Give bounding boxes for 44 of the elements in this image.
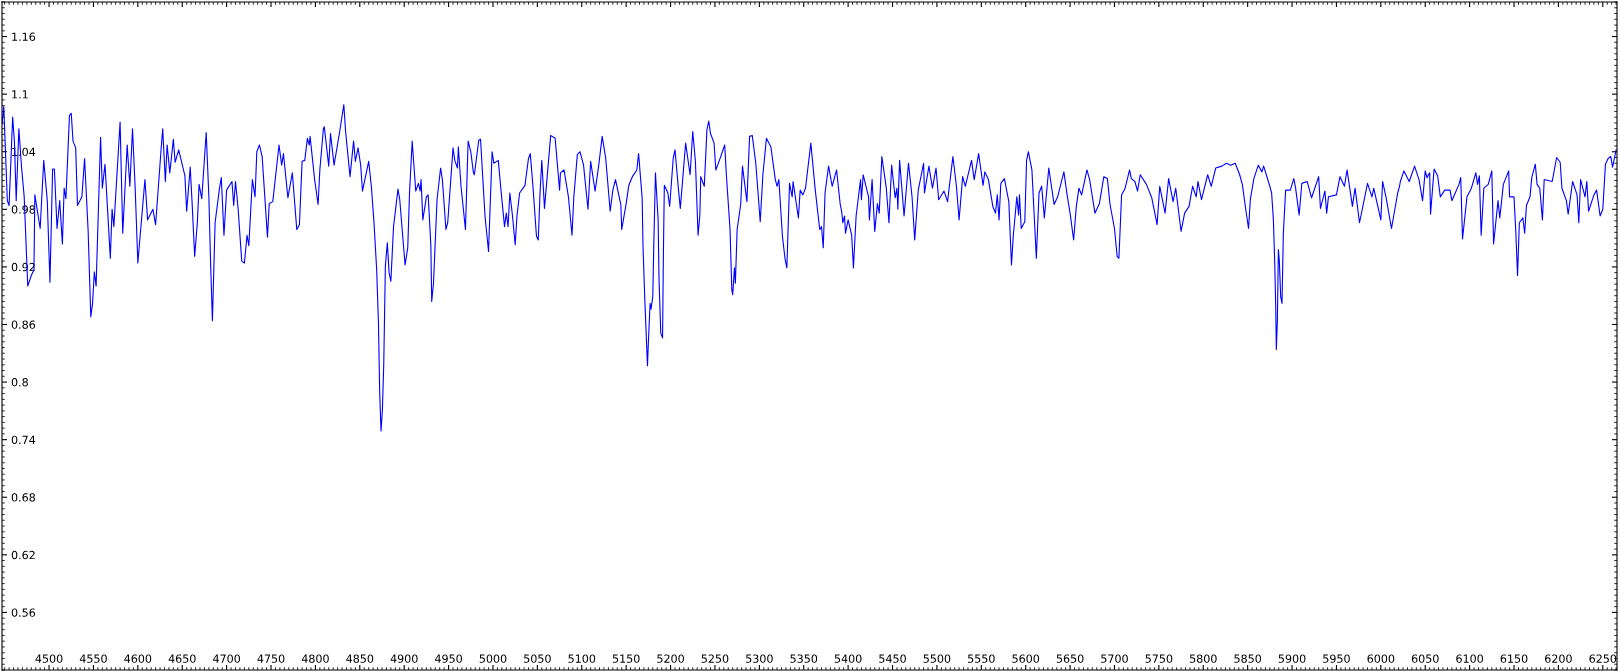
y-tick-label: 0.74 <box>11 435 36 445</box>
x-tick-label: 5100 <box>568 654 596 663</box>
y-tick-label: 0.8 <box>11 378 28 387</box>
x-tick-label: 6050 <box>1411 654 1439 663</box>
x-tick-label: 4900 <box>390 654 418 663</box>
x-tick-label: 5550 <box>968 654 995 663</box>
x-tick-label: 5500 <box>923 654 951 663</box>
x-tick-label: 4700 <box>213 654 241 663</box>
x-tick-label: 4950 <box>434 654 462 663</box>
x-tick-label: 4800 <box>301 654 329 663</box>
x-tick-label: 4750 <box>257 654 285 663</box>
y-tick-label: 0.62 <box>11 550 35 560</box>
x-tick-label: 5050 <box>524 654 551 663</box>
x-tick-label: 5600 <box>1012 654 1040 663</box>
x-tick-label: 4600 <box>124 654 152 663</box>
y-tick-label: 0.86 <box>11 320 36 329</box>
x-tick-label: 6150 <box>1500 654 1528 663</box>
y-tick-label: 1.16 <box>12 32 36 41</box>
x-tick-label: 5150 <box>612 654 640 663</box>
x-tick-label: 6100 <box>1456 654 1484 663</box>
x-tick-label: 5350 <box>790 654 818 663</box>
x-tick-label: 5900 <box>1278 654 1306 663</box>
x-tick-label: 4650 <box>168 654 196 663</box>
x-tick-label: 5650 <box>1056 654 1084 663</box>
x-tick-label: 5800 <box>1189 654 1217 663</box>
y-tick-label: 0.56 <box>11 608 36 617</box>
x-tick-label: 5850 <box>1234 654 1262 663</box>
x-tick-label: 5750 <box>1145 654 1173 663</box>
x-tick-label: 5250 <box>701 654 729 663</box>
x-tick-label: 5450 <box>879 654 906 663</box>
x-tick-label: 5700 <box>1101 654 1128 663</box>
x-tick-label: 4850 <box>346 654 374 663</box>
x-tick-label: 4550 <box>79 654 107 663</box>
x-tick-label: 4500 <box>35 654 63 663</box>
line-series <box>2 104 1617 432</box>
x-tick-label: 5000 <box>479 654 507 663</box>
x-tick-label: 5400 <box>834 654 862 663</box>
x-tick-label: 6000 <box>1367 654 1395 663</box>
x-tick-label: 5950 <box>1323 654 1350 663</box>
x-tick-label: 6200 <box>1545 654 1572 663</box>
x-tick-label: 5200 <box>657 654 684 663</box>
y-tick-label: 1.1 <box>12 90 28 99</box>
y-tick-label: 0.68 <box>11 493 36 502</box>
x-tick-label: 5300 <box>746 654 773 663</box>
